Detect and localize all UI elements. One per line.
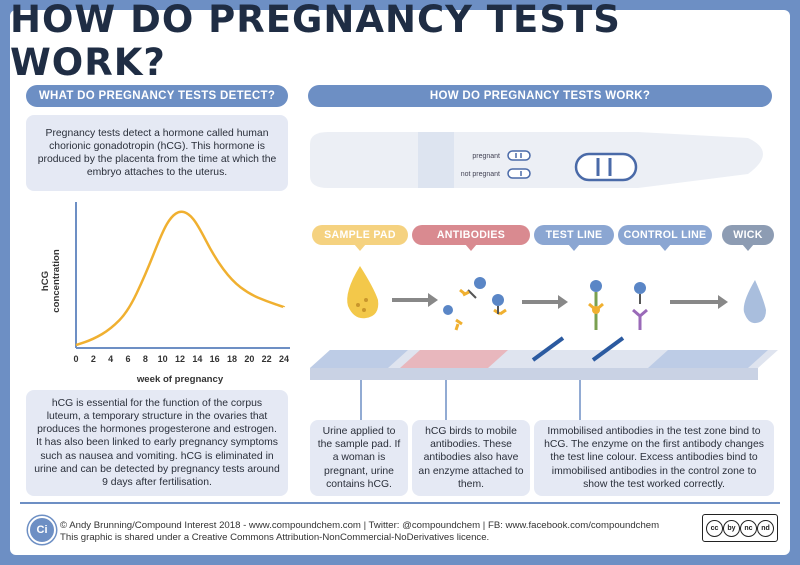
by-icon: by [723,519,740,537]
creative-commons-badge: cc by nc nd [702,514,778,542]
x-tick-label: 14 [192,354,202,364]
x-tick-label: 22 [262,354,272,364]
x-tick-label: 12 [175,354,185,364]
zone-antibodies: ANTIBODIES [412,225,530,251]
mobile-antibodies-icon [443,277,507,331]
zone-test-line: TEST LINE [534,225,614,251]
nc-icon: nc [740,519,757,537]
x-tick-label: 18 [227,354,237,364]
x-axis-label: week of pregnancy [136,374,224,385]
arrow-icon [522,295,568,309]
x-tick-label: 24 [279,354,289,364]
zone-wick: WICK [722,225,774,251]
wick-drop-icon [743,280,766,324]
footer-divider [20,502,780,504]
intro-text-box: Pregnancy tests detect a hormone called … [26,115,288,191]
antibodies-caption: hCG birds to mobile antibodies. These an… [412,420,530,496]
page-title: HOW DO PREGNANCY TESTS WORK? [10,0,621,84]
control-line-antibody-icon [632,282,648,330]
x-tick-label: 4 [108,354,113,364]
x-tick-label: 2 [91,354,96,364]
right-section-header: HOW DO PREGNANCY TESTS WORK? [308,85,772,107]
y-axis-label: hCGconcentration [40,249,62,313]
infographic: HOW DO PREGNANCY TESTS WORK? WHAT DO PRE… [10,0,790,555]
cc-icon: cc [706,519,723,537]
arrow-icon [670,295,728,309]
footer-credit: © Andy Brunning/Compound Interest 2018 -… [60,520,660,531]
hcg-info-box: hCG is essential for the function of the… [26,390,288,496]
pregnant-label: pregnant [472,153,500,160]
test-line-antibody-icon [588,280,604,330]
urine-drop-icon [347,266,379,319]
hcg-curve [75,210,285,347]
arrow-icon [392,293,438,307]
sample-pad-caption: Urine applied to the sample pad. If a wo… [310,420,408,496]
test-zone-caption: Immobilised antibodies in the test zone … [534,420,774,496]
pregnant-indicator-icon [507,150,531,161]
x-tick-label: 0 [73,354,78,364]
compound-interest-logo: Ci [28,516,56,544]
result-window-icon [574,152,638,182]
x-tick-label: 6 [125,354,130,364]
test-diagram: pregnant not pregnant [310,132,778,428]
footer-license: This graphic is shared under a Creative … [60,532,490,543]
x-tick-label: 20 [244,354,254,364]
nd-icon: nd [757,519,774,537]
not-pregnant-indicator-icon [507,168,531,179]
x-tick-label: 8 [143,354,148,364]
zone-control-line: CONTROL LINE [618,225,712,251]
x-tick-label: 10 [158,354,168,364]
zone-sample-pad: SAMPLE PAD [312,225,408,251]
not-pregnant-label: not pregnant [461,171,500,178]
x-tick-label: 16 [210,354,220,364]
test-strip [310,336,778,380]
test-stick: pregnant not pregnant [310,132,763,188]
left-section-header: WHAT DO PREGNANCY TESTS DETECT? [26,85,288,107]
